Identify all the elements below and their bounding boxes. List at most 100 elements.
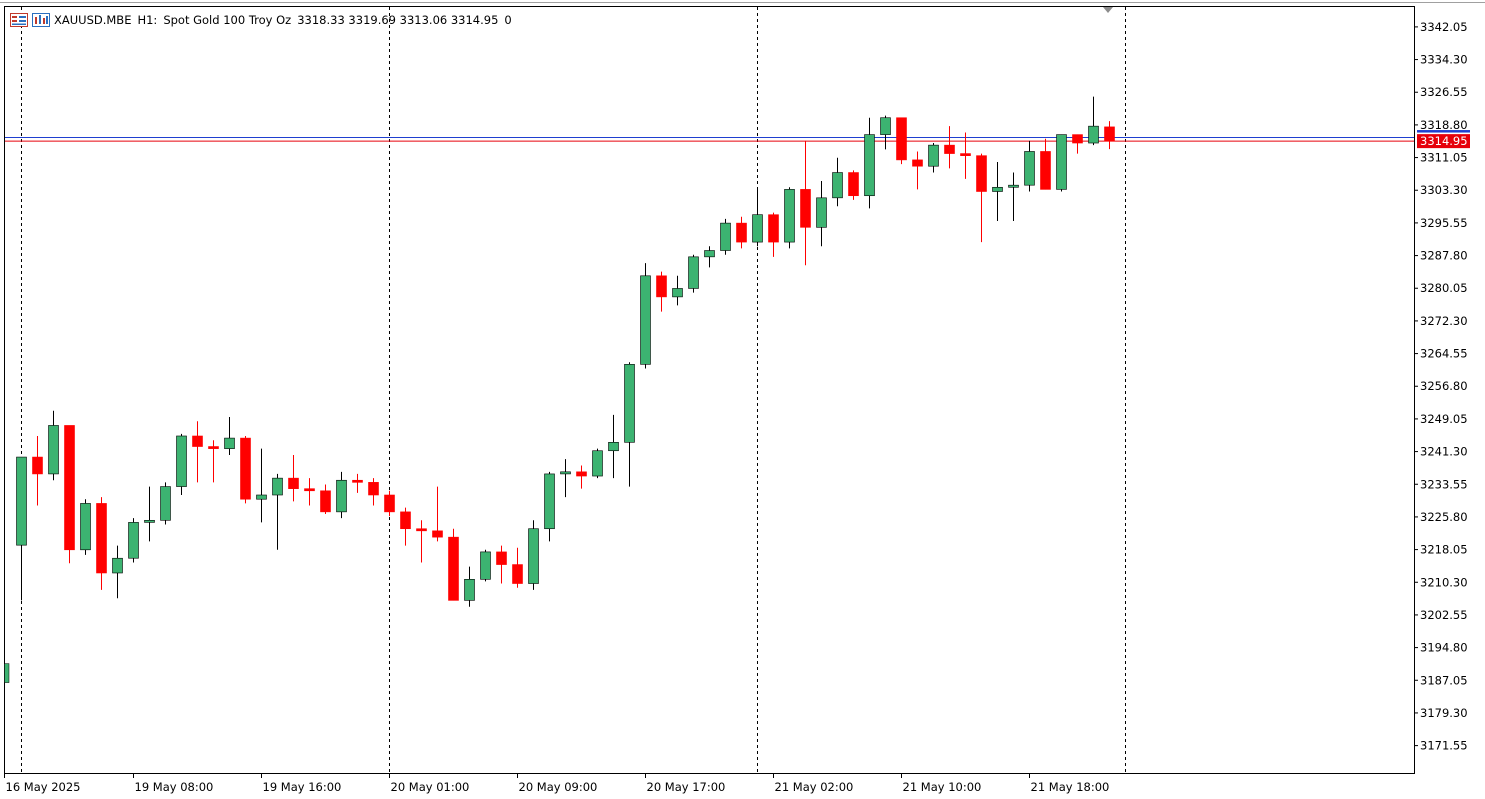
y-tick-label: 3233.55	[1420, 477, 1468, 491]
candle-body	[848, 172, 859, 197]
session-separators	[21, 7, 1126, 773]
candle	[160, 482, 171, 525]
candle-body	[112, 557, 123, 574]
candle	[16, 456, 27, 601]
candle	[992, 161, 1003, 222]
candle	[816, 180, 827, 247]
candle-body	[1056, 134, 1067, 190]
candle	[560, 459, 571, 498]
candle-body	[240, 437, 251, 500]
candle	[608, 414, 619, 479]
chart-shift-marker-icon[interactable]	[1103, 7, 1113, 13]
price-axis[interactable]: 3342.05 3334.30 3326.55 3318.80 3311.05 3303.…	[1414, 20, 1468, 753]
candle	[320, 484, 331, 514]
candle-body	[576, 471, 587, 477]
candle	[912, 151, 923, 190]
y-tick-label: 3280.05	[1420, 281, 1468, 295]
candle-body	[752, 214, 763, 243]
candle-partial	[4, 663, 10, 683]
candle-body	[1104, 126, 1115, 142]
candle	[240, 435, 251, 504]
candle-body	[336, 479, 347, 513]
candle	[336, 471, 347, 519]
y-tick-label: 3210.30	[1420, 575, 1468, 589]
candle-body	[480, 551, 491, 580]
price-tag-label: 3314.95	[1420, 134, 1468, 148]
candle	[96, 497, 107, 590]
candle-body	[656, 275, 667, 298]
price-lines	[5, 137, 1414, 142]
y-tick-label: 3179.30	[1420, 706, 1468, 720]
candle-body	[816, 197, 827, 228]
chart-properties-icon[interactable]	[32, 13, 50, 27]
candle	[704, 246, 715, 268]
candle	[544, 471, 555, 542]
candle-body	[144, 519, 155, 523]
y-tick-label: 3241.30	[1420, 445, 1468, 459]
candle-body	[1024, 151, 1035, 186]
x-tick-label: 21 May 10:00	[903, 780, 982, 794]
candle-body	[96, 503, 107, 574]
y-tick-label: 3303.30	[1420, 183, 1468, 197]
candle-body	[912, 159, 923, 167]
candle	[512, 547, 523, 588]
candle	[128, 518, 139, 563]
candle	[944, 126, 955, 169]
candle-body	[1040, 151, 1051, 190]
candle	[416, 520, 427, 563]
x-tick-label: 21 May 18:00	[1031, 780, 1110, 794]
candle-body	[80, 503, 91, 551]
candle-body	[928, 144, 939, 167]
candle	[304, 478, 315, 506]
candle-body	[224, 437, 235, 449]
x-tick-label: 21 May 02:00	[775, 780, 854, 794]
chart-menu-icon[interactable]	[10, 13, 28, 27]
candle	[1104, 121, 1115, 150]
y-tick-label: 3194.80	[1420, 641, 1468, 655]
candle-body	[448, 536, 459, 601]
description-label: Spot Gold 100 Troy Oz	[163, 13, 292, 27]
candle	[960, 132, 971, 179]
candle	[752, 187, 763, 247]
candle-body	[528, 528, 539, 584]
candle	[800, 140, 811, 266]
candle	[720, 218, 731, 255]
candle	[496, 545, 507, 584]
candle	[1024, 140, 1035, 192]
candle-body	[432, 530, 443, 538]
candle-body	[624, 364, 635, 443]
candle	[352, 473, 363, 493]
candle	[288, 454, 299, 502]
candle-body	[784, 189, 795, 243]
candle	[928, 143, 939, 173]
candle-body	[592, 450, 603, 477]
x-tick-label: 20 May 09:00	[519, 780, 598, 794]
candle	[64, 425, 75, 564]
candle	[256, 448, 267, 523]
candle	[896, 117, 907, 165]
current-price-tag: 3314.95	[1417, 130, 1470, 149]
candle	[576, 465, 587, 489]
candle	[400, 507, 411, 546]
candle-body	[48, 425, 59, 475]
candle-body	[960, 153, 971, 156]
candle	[1072, 134, 1083, 154]
y-tick-label: 3171.55	[1420, 739, 1468, 753]
time-axis[interactable]: 16 May 2025 19 May 08:00 19 May 16:00 20 Ma…	[4, 773, 1110, 794]
candle	[384, 490, 395, 517]
y-tick-label: 3334.30	[1420, 53, 1468, 67]
candle-body	[272, 477, 283, 496]
candle	[224, 417, 235, 455]
candle-body	[160, 486, 171, 521]
candle	[784, 187, 795, 249]
candle	[656, 271, 667, 312]
candle-body	[800, 189, 811, 228]
candle-body	[864, 134, 875, 197]
candle-body	[704, 250, 715, 258]
candle	[624, 362, 635, 487]
candle-body	[320, 490, 331, 513]
y-tick-label: 3311.05	[1420, 151, 1468, 165]
x-tick-label: 16 May 2025	[6, 780, 81, 794]
